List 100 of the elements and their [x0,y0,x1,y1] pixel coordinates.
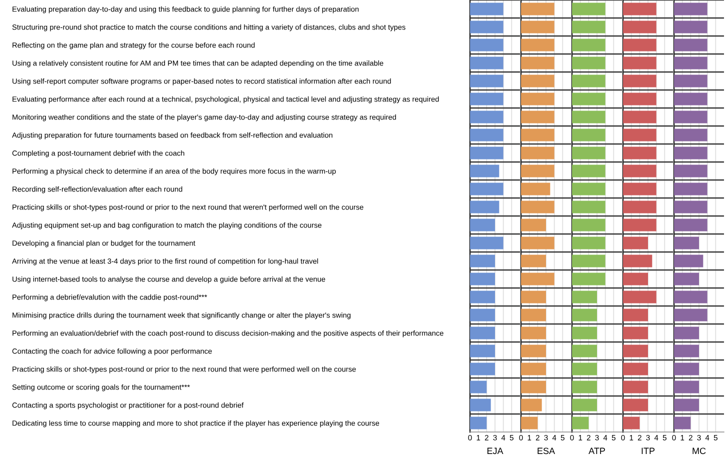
bar [572,416,589,430]
bar [674,2,708,16]
bar [470,56,504,70]
bar [674,272,699,286]
bar [623,56,656,70]
bar [572,308,597,322]
bar [470,218,495,232]
bar [521,182,550,196]
bar [623,416,640,430]
bar [623,200,656,214]
bar [470,146,504,160]
bar [521,416,538,430]
bar [521,128,554,142]
bar [470,272,495,286]
bar [623,236,648,250]
bar [623,254,652,268]
bar [623,110,656,124]
bar [623,272,648,286]
bar [521,38,554,52]
bar [623,182,656,196]
bar [674,236,699,250]
bar [674,398,699,412]
bar [470,92,504,106]
bar [674,110,708,124]
bar [470,416,487,430]
bar [470,182,504,196]
bar [623,128,656,142]
x-axis-title: MC [692,448,706,454]
bar [572,92,606,106]
bar [521,290,546,304]
bar [623,20,656,34]
bar [572,38,606,52]
bar [674,146,708,160]
x-axis-title: ESA [538,448,556,454]
bar [470,308,495,322]
bar [674,164,708,178]
bar [674,254,704,268]
bar [572,182,606,196]
bar [623,398,648,412]
bar [470,110,504,124]
bar [470,128,504,142]
bar [521,20,554,34]
bar [674,416,691,430]
bar [623,326,648,340]
bar [470,290,495,304]
bar [572,272,606,286]
bar [623,146,656,160]
bar [521,56,554,70]
bar [572,74,606,88]
bar [470,200,500,214]
bar [674,380,699,394]
bar [623,380,648,394]
bar [674,200,708,214]
bar [572,254,606,268]
bar [521,146,554,160]
bar [521,74,554,88]
x-axis-title: ITP [642,448,655,454]
bar [470,326,495,340]
bar [572,200,606,214]
bar [521,380,546,394]
bar [572,398,597,412]
bar [623,218,656,232]
bar [623,308,648,322]
bar [623,164,656,178]
bar [572,56,606,70]
bar [572,110,606,124]
bar [674,308,708,322]
bar [521,2,554,16]
bar [674,56,708,70]
x-axis-title: ATP [588,448,605,454]
bar [572,326,597,340]
bar [572,218,606,232]
bar [470,254,495,268]
bar [623,38,656,52]
bar [470,362,495,376]
bar [470,20,504,34]
bar [521,398,542,412]
bar [623,290,656,304]
bar [521,326,546,340]
bar [674,290,708,304]
bar [521,308,546,322]
bar [521,344,546,358]
bar [674,92,708,106]
bar [572,380,597,394]
bar [521,236,554,250]
bar [623,92,656,106]
bar [521,272,554,286]
bar [674,362,699,376]
bar [521,92,554,106]
bar [470,164,500,178]
bar [572,362,597,376]
bar [572,146,606,160]
bar [572,344,597,358]
bar [623,2,656,16]
bar [674,218,708,232]
bar [521,110,554,124]
bar [572,20,606,34]
bar [674,182,708,196]
bar [572,290,597,304]
bar [521,254,546,268]
